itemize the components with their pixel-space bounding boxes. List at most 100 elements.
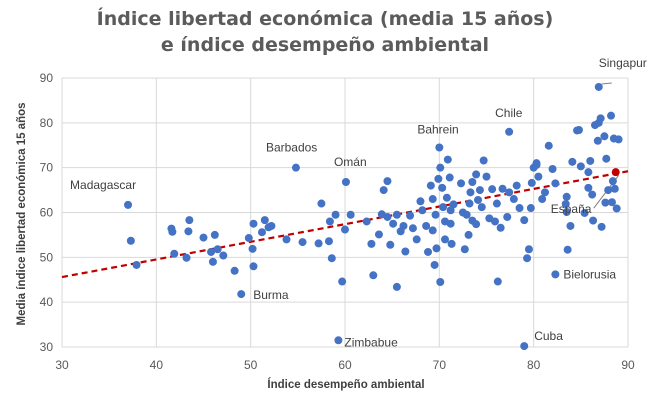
data-point (298, 238, 307, 247)
data-point (257, 228, 266, 237)
chart-title-line-2: e índice desempeño ambiental (160, 34, 490, 56)
point-labels: Singapur Chile Bahrein Barbados Omán Madagasc… (70, 56, 647, 351)
y-tick-label: 30 (40, 340, 54, 354)
data-point (465, 199, 474, 208)
data-point (544, 141, 553, 150)
data-point (526, 204, 535, 213)
labeled-data-point (551, 270, 560, 279)
data-point (431, 210, 440, 219)
data-point (314, 239, 323, 248)
data-point (614, 135, 623, 144)
data-point (509, 195, 518, 204)
data-point (493, 277, 502, 286)
data-point (477, 203, 486, 212)
data-point (439, 203, 448, 212)
data-point (422, 221, 431, 230)
data-point (612, 204, 621, 213)
data-point (392, 282, 401, 291)
data-point (602, 154, 611, 163)
data-point (331, 210, 340, 219)
x-tick-label: 30 (55, 358, 69, 372)
data-point (440, 235, 449, 244)
data-point (324, 237, 333, 246)
data-point (527, 178, 536, 187)
data-point (244, 234, 253, 243)
data-point (457, 179, 466, 188)
x-tick-label: 70 (433, 358, 447, 372)
data-point (563, 245, 572, 254)
x-tick-label: 50 (244, 358, 258, 372)
data-point (249, 219, 258, 228)
data-point (170, 249, 179, 258)
point-label: Omán (334, 155, 367, 169)
data-point (442, 193, 451, 202)
data-point (608, 177, 617, 186)
labeled-data-point (594, 82, 603, 91)
data-point (401, 247, 410, 256)
x-tick-label: 90 (621, 358, 635, 372)
data-point (503, 212, 512, 221)
data-point (369, 271, 378, 280)
labeled-data-point (124, 200, 133, 209)
data-point (208, 257, 217, 266)
labeled-data-point (237, 290, 246, 299)
data-point (207, 247, 216, 256)
data-point (472, 170, 481, 179)
data-point (213, 245, 222, 254)
data-point (412, 235, 421, 244)
data-point (438, 183, 447, 192)
data-point (449, 200, 458, 209)
labeled-data-point (291, 163, 300, 172)
data-point (562, 208, 571, 217)
data-point (432, 244, 441, 253)
point-label: Singapur (599, 56, 647, 70)
data-point (399, 221, 408, 230)
chart-title: Índice libertad económica (media 15 años… (0, 6, 650, 58)
data-point (490, 217, 499, 226)
data-point (474, 195, 483, 204)
data-point (418, 206, 427, 215)
data-point (468, 178, 477, 187)
data-point (426, 181, 435, 190)
data-point (317, 199, 326, 208)
data-point (430, 260, 439, 269)
data-point (338, 277, 347, 286)
point-label: Burma (253, 288, 289, 302)
data-point (586, 156, 595, 165)
data-point (185, 216, 194, 225)
data-point (184, 227, 193, 236)
point-label: Cuba (534, 329, 563, 343)
data-point (576, 162, 585, 171)
labeled-data-point (435, 143, 444, 152)
data-point (436, 163, 445, 172)
x-tick-label: 40 (150, 358, 164, 372)
point-label: Chile (495, 106, 523, 120)
data-point (482, 172, 491, 181)
data-point (436, 277, 445, 286)
point-label: Madagascar (70, 178, 136, 192)
data-point (607, 111, 616, 120)
data-point (601, 198, 610, 207)
data-point (600, 132, 609, 141)
data-points (126, 111, 623, 291)
data-point (512, 181, 521, 190)
y-tick-label: 90 (40, 71, 54, 85)
data-point (597, 222, 606, 231)
data-point (267, 221, 276, 230)
data-point (168, 227, 177, 236)
data-point (210, 230, 219, 239)
data-point (498, 184, 507, 193)
data-point (475, 186, 484, 195)
data-point (249, 262, 258, 271)
data-point (248, 244, 257, 253)
y-tick-label: 50 (40, 250, 54, 264)
data-point (416, 197, 425, 206)
data-point (593, 136, 602, 145)
labeled-data-point (334, 336, 343, 345)
x-tick-label: 80 (527, 358, 541, 372)
y-tick-label: 70 (40, 161, 54, 175)
data-point (460, 245, 469, 254)
data-point (346, 210, 355, 219)
data-point (574, 126, 583, 135)
data-point (182, 253, 191, 262)
